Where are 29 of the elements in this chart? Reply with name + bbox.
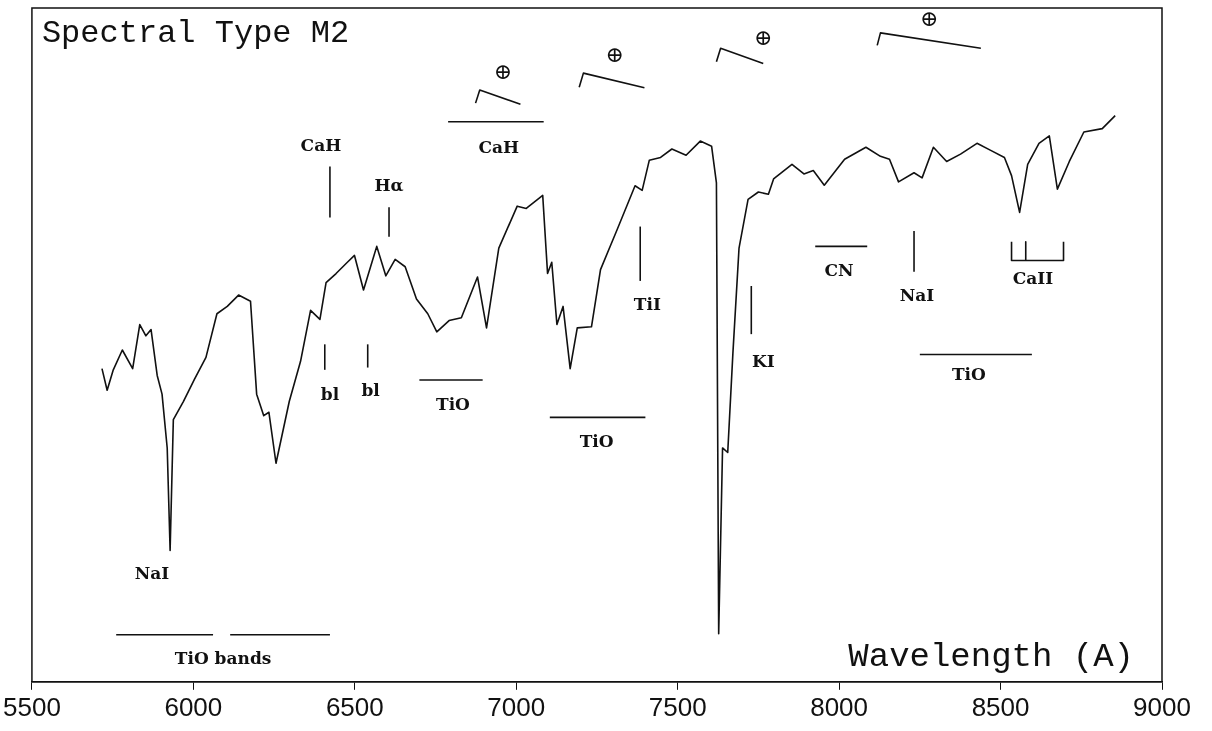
annotation: CaH (478, 136, 520, 157)
annotation: TiO (951, 363, 987, 384)
annotation: TiO bands (174, 647, 272, 668)
annotation: CN (824, 260, 854, 281)
annotation: CaII (1012, 268, 1054, 289)
text: ⊕ (754, 24, 773, 50)
text: ⊕ (605, 41, 624, 67)
annotation: CaH (300, 134, 342, 155)
x-tick-label: 6500 (325, 691, 384, 722)
x-tick-label: 7000 (487, 691, 546, 722)
x-axis-title: Wavelength (A) (848, 637, 1134, 676)
annotation: KI (751, 350, 775, 371)
x-tick-label: 5500 (3, 691, 61, 722)
x-tick-label: 9000 (1133, 691, 1191, 722)
annotation: TiO (435, 393, 471, 414)
text: ⊕ (493, 58, 513, 84)
text: ⊕ (919, 6, 939, 32)
x-tick-label: 8500 (971, 691, 1030, 722)
x-tick-label: 6000 (164, 691, 223, 722)
annotation: Hα (374, 175, 404, 196)
annotation: NaI (899, 284, 935, 305)
annotation: NaI (134, 562, 170, 583)
x-tick-label: 8000 (810, 691, 869, 722)
chart-title: Spectral Type M2 (41, 15, 350, 53)
annotation: bl (361, 380, 381, 401)
annotation: TiI (633, 293, 661, 314)
annotation: bl (320, 383, 340, 404)
x-tick-label: 7500 (648, 691, 707, 722)
annotation: TiO (579, 431, 614, 452)
